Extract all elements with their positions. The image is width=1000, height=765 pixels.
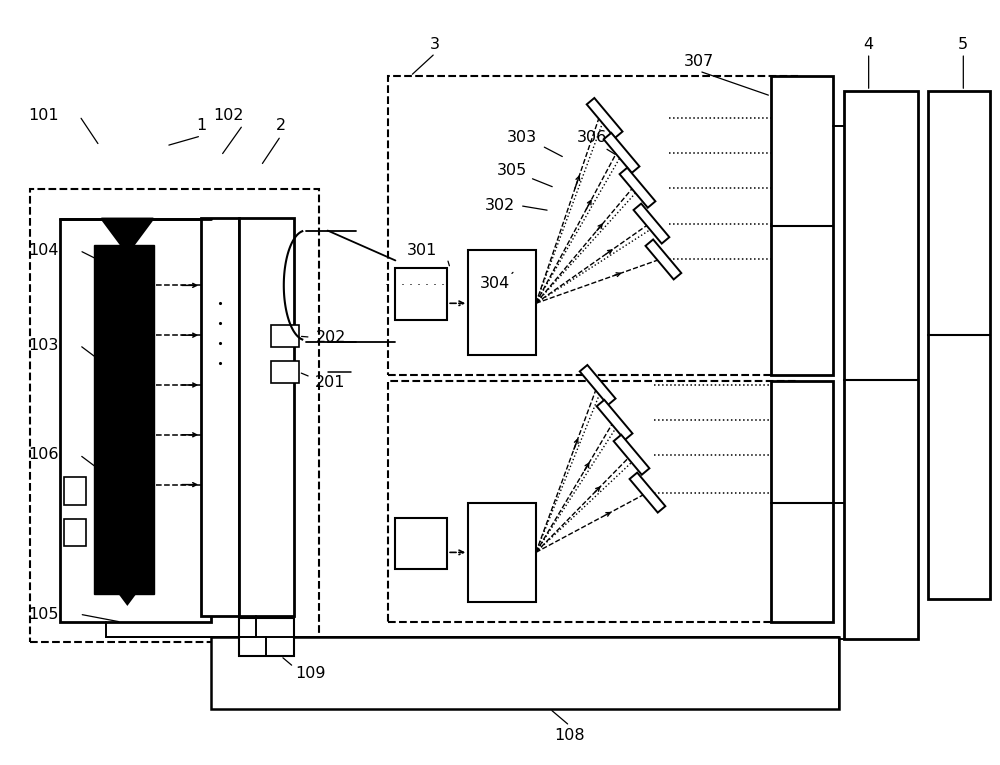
Text: 4: 4 [864,37,874,52]
Polygon shape [101,219,153,253]
Bar [468,503,536,602]
Text: 301: 301 [407,243,437,258]
Text: 109: 109 [295,666,326,682]
Polygon shape [620,168,655,208]
Bar [395,517,447,569]
Polygon shape [614,435,649,475]
Bar [771,76,833,375]
Bar [844,91,918,639]
Bar [928,91,990,599]
Bar [239,217,294,616]
Text: 304: 304 [480,276,510,291]
Text: 108: 108 [554,728,585,744]
Bar [771,381,833,622]
Text: 306: 306 [577,130,607,145]
Polygon shape [634,203,669,243]
Bar [239,618,294,656]
Bar [388,76,797,375]
Bar [468,250,536,355]
Text: 305: 305 [497,163,527,178]
Polygon shape [587,98,623,138]
Bar [64,477,86,505]
Bar [271,325,299,347]
Bar [395,269,447,321]
Polygon shape [580,365,616,405]
Text: 102: 102 [214,109,244,123]
Polygon shape [645,239,681,279]
Text: 307: 307 [684,54,714,69]
Polygon shape [604,133,639,173]
Bar [30,189,319,642]
Text: 303: 303 [507,130,537,145]
Bar [201,217,239,616]
Polygon shape [101,569,153,604]
Text: 1: 1 [196,119,206,133]
Polygon shape [597,400,632,440]
Text: 106: 106 [28,448,59,462]
Bar [388,381,797,622]
Text: · · · · · · · ·: · · · · · · · · [385,279,445,292]
Polygon shape [630,473,665,513]
Bar [60,219,211,622]
Bar [94,246,154,594]
Text: 201: 201 [315,376,346,390]
Text: 5: 5 [958,37,968,52]
Text: 104: 104 [28,243,59,258]
Bar [64,519,86,546]
Text: 3: 3 [430,37,440,52]
Text: 302: 302 [485,198,515,213]
Bar [211,637,839,709]
Text: 105: 105 [28,607,59,622]
Bar [271,361,299,383]
Text: 202: 202 [315,330,346,345]
Text: 101: 101 [28,109,59,123]
Text: 2: 2 [276,119,286,133]
Text: 103: 103 [28,337,59,353]
